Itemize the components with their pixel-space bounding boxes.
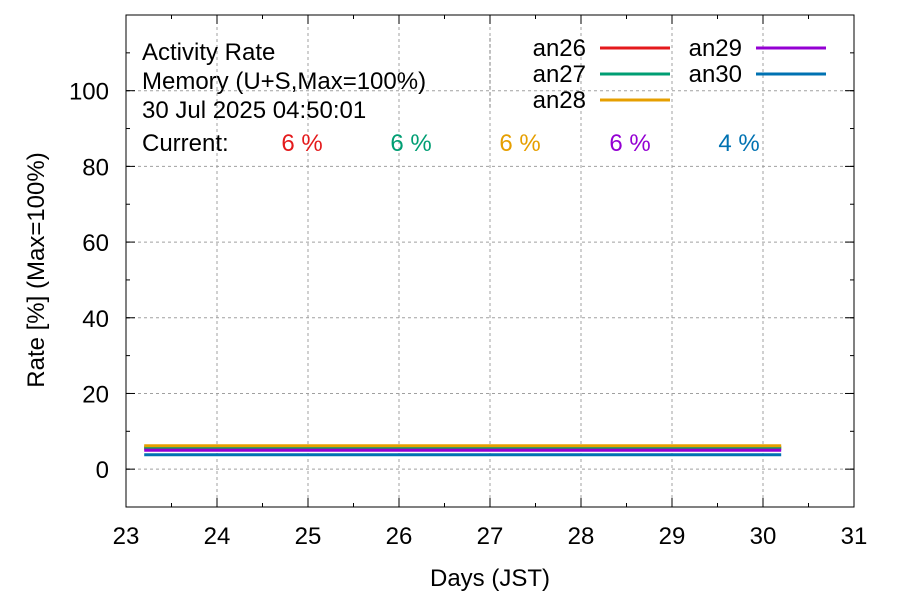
current-value-an27: 6 % [390, 130, 431, 157]
x-tick-label: 27 [477, 523, 504, 550]
plot-frame [125, 14, 855, 508]
y-tick-label: 40 [82, 306, 109, 333]
x-tick-label: 28 [568, 523, 595, 550]
x-tick-labels: 23 24 25 26 27 28 29 30 31 [113, 523, 868, 550]
current-value-an29: 6 % [609, 130, 650, 157]
legend-label-an26: an26 [533, 35, 586, 62]
x-axis-label: Days (JST) [430, 565, 550, 592]
chart-title-line-1: Activity Rate [142, 39, 275, 66]
y-tick-label: 60 [82, 230, 109, 257]
current-label: Current: [142, 130, 229, 157]
x-tick-label: 29 [659, 523, 686, 550]
legend-label-an28: an28 [533, 87, 586, 114]
x-tick-label: 25 [295, 523, 322, 550]
x-tick-label: 24 [204, 523, 231, 550]
chart-title-line-2: Memory (U+S,Max=100%) [142, 68, 426, 95]
current-values: 6 % 6 % 6 % 6 % 4 % [281, 130, 759, 157]
y-tick-label: 0 [96, 457, 109, 484]
legend-label-an29: an29 [689, 35, 742, 62]
ticks-layer [125, 14, 855, 508]
x-tick-label: 23 [113, 523, 140, 550]
y-tick-label: 100 [69, 79, 109, 106]
y-tick-label: 80 [82, 154, 109, 181]
current-value-an28: 6 % [499, 130, 540, 157]
y-tick-label: 20 [82, 381, 109, 408]
x-tick-label: 31 [841, 523, 868, 550]
x-tick-label: 26 [386, 523, 413, 550]
current-value-an30: 4 % [718, 130, 759, 157]
y-axis-label: Rate [%] (Max=100%) [23, 152, 50, 387]
legend-label-an27: an27 [533, 61, 586, 88]
x-tick-label: 30 [750, 523, 777, 550]
grid-layer [126, 15, 854, 507]
current-value-an26: 6 % [281, 130, 322, 157]
y-tick-labels: 0 20 40 60 80 100 [69, 79, 109, 484]
chart-title-line-3: 30 Jul 2025 04:50:01 [142, 97, 366, 124]
legend-label-an30: an30 [689, 61, 742, 88]
series-layer [144, 444, 782, 457]
